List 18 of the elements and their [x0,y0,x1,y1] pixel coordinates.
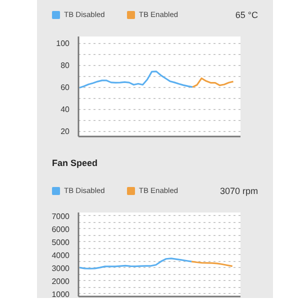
line-series [78,70,194,89]
y-tick-label: 7000 [52,212,70,221]
text: 65 °C [235,9,258,22]
line-series [192,77,234,88]
chart-title: Fan Speed [52,158,98,168]
y-tick-label: 2000 [52,276,70,286]
y-tick-label: 1000 [52,290,70,299]
y-tick-label: 100 [56,39,70,48]
y-tick-label: 60 [60,83,70,92]
y-tick-label: 3000 [52,264,70,273]
text: 3070 rpm [220,185,258,198]
y-tick-label: 20 [60,127,70,136]
line-series [78,258,192,270]
y-tick-label: 4000 [52,250,70,260]
y-tick-label: 5000 [52,238,70,247]
y-tick-label: 6000 [52,224,70,234]
y-tick-label: 40 [60,105,70,114]
y-tick-label: 80 [60,61,70,70]
